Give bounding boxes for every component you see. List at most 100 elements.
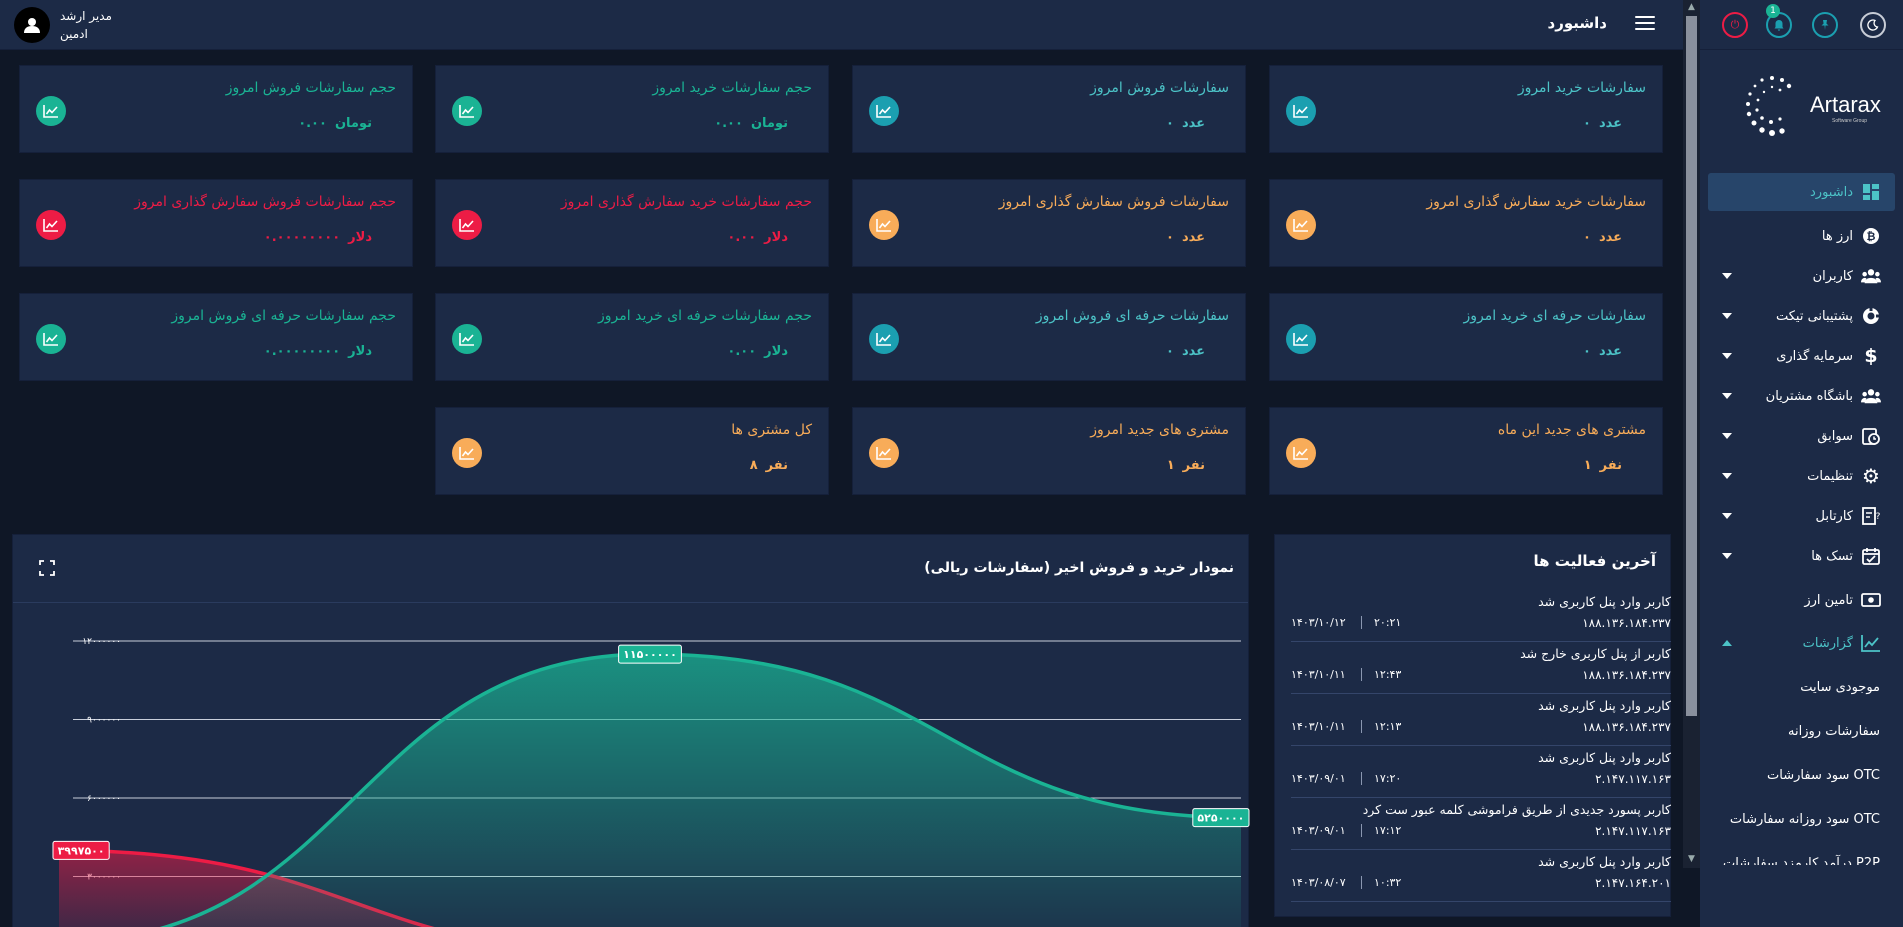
scroll-down-arrow[interactable]: ▼	[1688, 854, 1695, 864]
card-unit: دلار	[348, 344, 372, 359]
card-title: مشتری های جدید امروز	[1090, 422, 1229, 438]
sub-item-p2p-fee-income[interactable]: درآمد کارمزد سفارشات P2P	[1723, 856, 1880, 865]
chevron-down-icon	[1722, 553, 1732, 559]
activity-desc: کاربر وارد پنل کاربری شد	[1538, 854, 1671, 869]
stat-card: مشتری های جدید این ماه نفر ۱	[1269, 407, 1663, 495]
sidebar-item-investment[interactable]: سرمایه گذاری $	[1708, 337, 1895, 375]
avatar[interactable]	[14, 7, 50, 43]
sub-item-otc-profit[interactable]: سود سفارشات OTC	[1767, 768, 1880, 783]
svg-text:?: ?	[1876, 512, 1881, 522]
sidebar-item-label: کارتابل	[1815, 508, 1853, 524]
sidebar-item-reports[interactable]: گزارشات	[1708, 624, 1895, 662]
card-value-row: تومان ۰.۰۰	[298, 116, 372, 131]
card-value: ۰	[1166, 344, 1174, 359]
stat-card: سفارشات حرفه ای خرید امروز عدد ۰	[1269, 293, 1663, 381]
card-value: ۰.۰۰	[727, 344, 757, 359]
card-unit: دلار	[764, 344, 788, 359]
chart-line-icon	[36, 324, 66, 354]
chart-line-icon	[36, 210, 66, 240]
money-icon	[1861, 590, 1881, 610]
card-value-row: عدد ۰	[1166, 230, 1205, 245]
user-profile[interactable]: مدیر ارشد ادمین	[14, 7, 112, 43]
power-icon[interactable]: ⏻	[1722, 12, 1748, 38]
chart-line-icon	[1286, 324, 1316, 354]
chevron-down-icon	[1722, 273, 1732, 279]
card-title: سفارشات خرید امروز	[1517, 80, 1646, 96]
bitcoin-icon: ₿	[1861, 226, 1881, 246]
sidebar: ⏻ 1 Artarax Software Group داشبورد	[1700, 0, 1903, 927]
sub-item-daily-otc-profit[interactable]: سود روزانه سفارشات OTC	[1729, 812, 1880, 827]
sidebar-item-cartable[interactable]: کارتابل ?	[1708, 497, 1895, 535]
data-label-box	[1192, 808, 1250, 828]
stat-card: کل مشتری ها نفر ۸	[435, 407, 829, 495]
card-unit: تومان	[750, 116, 788, 131]
sub-item-site-balance[interactable]: موجودی سایت	[1800, 680, 1880, 695]
data-label: ۳۹۹۷۵۰۰	[58, 844, 105, 857]
sidebar-item-label: تامین ارز	[1804, 592, 1853, 608]
card-value-row: دلار ۰.۰۰۰۰۰۰۰۰	[264, 230, 372, 245]
sidebar-item-dashboard[interactable]: داشبورد	[1708, 173, 1895, 211]
card-value: ۰	[1166, 230, 1174, 245]
sidebar-item-label: داشبورد	[1810, 184, 1853, 200]
theme-moon-icon[interactable]	[1860, 12, 1886, 38]
logo-text: Artarax	[1810, 92, 1881, 117]
list-item: کاربر پسورد جدیدی از طریق فراموشی کلمه ع…	[1291, 798, 1671, 850]
card-value-row: تومان ۰.۰۰	[714, 116, 788, 131]
card-value-row: دلار ۰.۰۰	[727, 344, 788, 359]
gear-icon: ⚙	[1862, 464, 1880, 488]
card-value: ۱	[1166, 458, 1175, 473]
sidebar-item-label: سوابق	[1817, 428, 1853, 444]
card-value: ۰	[1583, 116, 1591, 131]
sidebar-item-customer-club[interactable]: باشگاه مشتریان	[1708, 377, 1895, 415]
card-value-row: عدد ۰	[1583, 344, 1622, 359]
fullscreen-icon[interactable]	[39, 560, 55, 576]
card-value-row: عدد ۰	[1583, 116, 1622, 131]
card-value: ۰	[1583, 230, 1591, 245]
chevron-down-icon	[1722, 313, 1732, 319]
card-title: سفارشات حرفه ای فروش امروز	[1035, 308, 1229, 324]
card-value-row: نفر ۱	[1584, 458, 1622, 473]
svg-text:₿: ₿	[1867, 230, 1876, 243]
activity-title: آخرین فعالیت ها	[1533, 552, 1656, 570]
card-title: حجم سفارشات خرید سفارش گذاری امروز	[560, 194, 812, 210]
dashboard-icon	[1861, 182, 1881, 202]
card-title: حجم سفارشات فروش سفارش گذاری امروز	[134, 194, 396, 210]
pin-icon[interactable]	[1812, 12, 1838, 38]
list-item: کاربر وارد پنل کاربری شد ۲.۱۴۷.۱۶۴.۲۰۱ ۱…	[1291, 850, 1671, 902]
stat-card: مشتری های جدید امروز نفر ۱	[852, 407, 1246, 495]
sidebar-item-currency-supply[interactable]: تامین ارز	[1708, 581, 1895, 619]
stat-card: سفارشات حرفه ای فروش امروز عدد ۰	[852, 293, 1246, 381]
sidebar-item-label: ارز ها	[1821, 228, 1853, 244]
card-value: ۰	[1583, 344, 1591, 359]
scroll-thumb[interactable]	[1686, 16, 1697, 716]
series-line	[58, 848, 435, 927]
sidebar-item-history[interactable]: سوابق	[1708, 417, 1895, 455]
sidebar-item-tasks[interactable]: تسک ها	[1708, 537, 1895, 575]
data-label: ۱۱۵۰۰۰۰۰	[623, 648, 677, 661]
sub-item-daily-orders[interactable]: سفارشات روزانه	[1788, 724, 1880, 739]
activity-ip: ۲.۱۴۷.۱۱۷.۱۶۳	[1595, 772, 1671, 786]
card-title: مشتری های جدید این ماه	[1497, 422, 1646, 438]
menu-toggle-icon[interactable]	[1635, 16, 1655, 32]
sidebar-item-ticket-support[interactable]: پشتیبانی تیکت	[1708, 297, 1895, 335]
sidebar-item-settings[interactable]: تنظیمات ⚙	[1708, 457, 1895, 495]
scroll-up-arrow[interactable]: ▲	[1688, 2, 1695, 12]
notification-badge: 1	[1766, 4, 1780, 18]
sidebar-item-users[interactable]: کاربران	[1708, 257, 1895, 295]
stat-card: سفارشات فروش سفارش گذاری امروز عدد ۰	[852, 179, 1246, 267]
y-tick-label: ۹۰۰۰۰۰۰	[87, 716, 121, 726]
page-scrollbar[interactable]: ▲ ▼	[1683, 0, 1700, 868]
activity-time: ۱۰:۳۲	[1361, 876, 1401, 889]
chevron-down-icon	[1722, 433, 1732, 439]
activity-date: ۱۴۰۳/۰۹/۰۱	[1291, 824, 1346, 837]
sidebar-item-currencies[interactable]: ارز ها ₿	[1708, 217, 1895, 255]
chart-line-icon	[869, 210, 899, 240]
chart-line-icon	[36, 96, 66, 126]
chart-title: نمودار خرید و فروش اخیر (سفارشات ریالی)	[924, 560, 1234, 576]
card-value: ۰.۰۰۰۰۰۰۰۰	[263, 344, 341, 359]
chart-line-icon	[869, 96, 899, 126]
activity-time: ۲۰:۲۱	[1361, 616, 1401, 629]
activity-ip: ۱۸۸.۱۳۶.۱۸۴.۲۳۷	[1582, 616, 1671, 630]
chart-line-icon	[1286, 438, 1316, 468]
top-bar: مدیر ارشد ادمین داشبورد	[0, 0, 1683, 50]
